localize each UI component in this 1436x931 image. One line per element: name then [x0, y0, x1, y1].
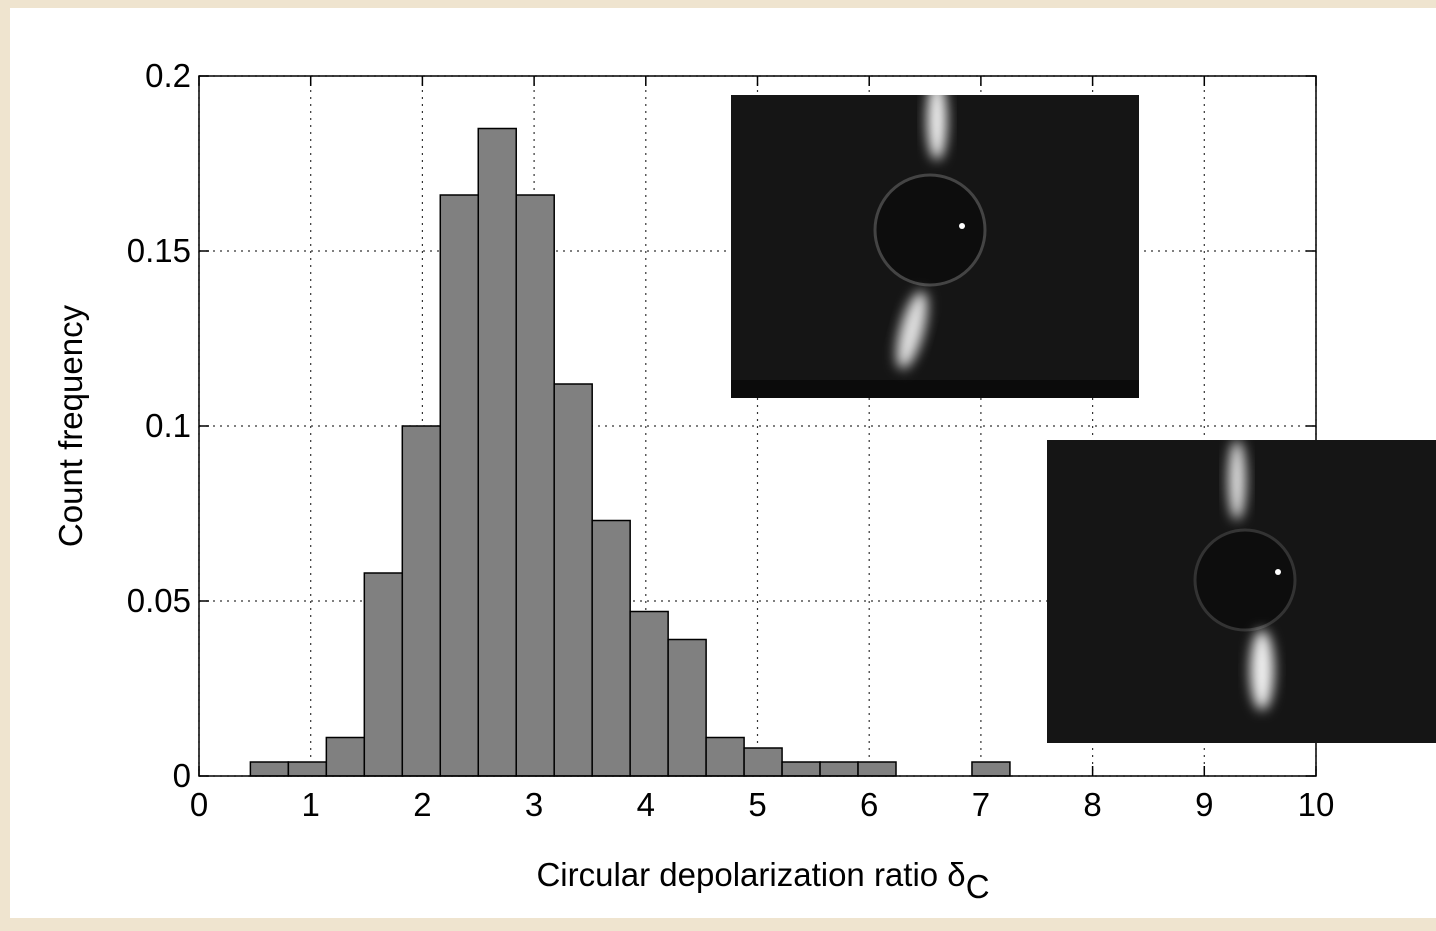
bar: [325, 736, 366, 777]
bar: [971, 761, 1011, 777]
x-tick-label: 3: [525, 786, 543, 823]
x-tick-label: 0: [190, 786, 208, 823]
x-tick-label: 5: [748, 786, 766, 823]
y-axis-label: Count frequency: [52, 304, 89, 547]
bar: [667, 638, 707, 777]
bar: [743, 747, 783, 777]
y-tick-label: 0.1: [145, 407, 191, 444]
bar: [439, 194, 480, 777]
x-axis-label: Circular depolarization ratio δC: [536, 856, 989, 905]
inset-image: [731, 95, 1139, 398]
bar: [515, 194, 555, 777]
bar: [629, 610, 669, 777]
x-tick-label: 10: [1298, 786, 1335, 823]
bar: [287, 761, 328, 777]
plot-area: 0 0.05 0.1 0.15 0.2 0 1 2 3 4 5 6 7 8 9 10: [127, 57, 1335, 823]
bar: [477, 127, 517, 777]
y-tick-label: 0.2: [145, 57, 191, 94]
x-tick-label: 7: [972, 786, 990, 823]
bar: [553, 383, 593, 777]
x-tick-label: 4: [637, 786, 655, 823]
y-tick-label: 0: [173, 757, 191, 794]
x-axis-label-main: Circular depolarization ratio δ: [536, 856, 965, 893]
axes-box: [198, 75, 1317, 777]
y-tick-label: 0.05: [127, 582, 191, 619]
bar: [819, 761, 859, 777]
x-tick-label: 1: [302, 786, 320, 823]
bar: [591, 519, 631, 777]
inset-image: [1047, 440, 1436, 743]
x-tick-label: 8: [1083, 786, 1101, 823]
x-tick-label: 6: [860, 786, 878, 823]
bar: [857, 761, 897, 777]
x-tick-label: 9: [1195, 786, 1213, 823]
y-tick-label: 0.15: [127, 232, 191, 269]
x-tick-label: 2: [413, 786, 431, 823]
x-axis-label-subscript: C: [966, 868, 990, 905]
bar: [705, 736, 745, 777]
bar: [249, 761, 290, 777]
bar: [781, 761, 821, 777]
bar: [401, 425, 442, 777]
bar: [363, 572, 404, 777]
